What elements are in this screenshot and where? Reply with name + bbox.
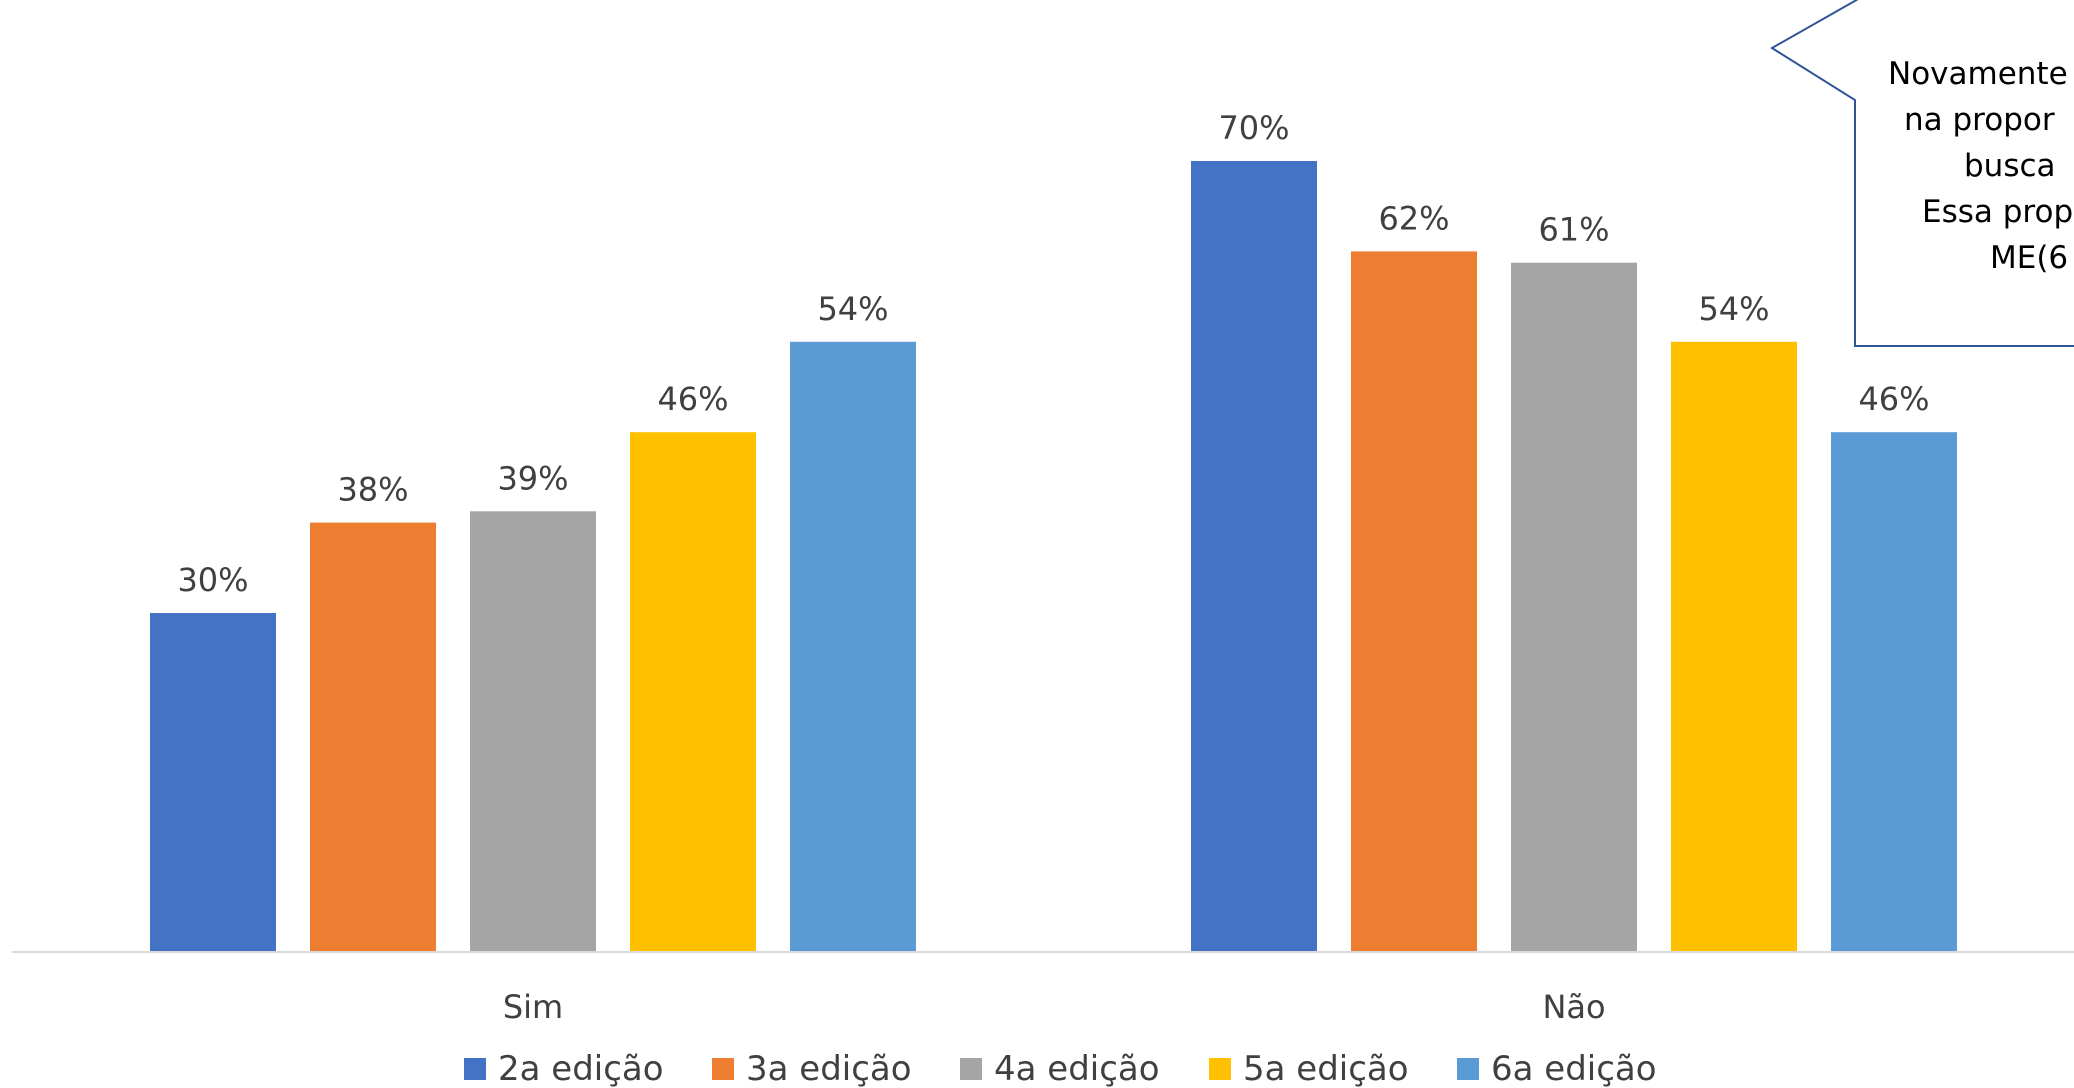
bar-no-2a <box>1191 161 1317 952</box>
legend-label: 6a edição <box>1491 1049 1657 1088</box>
data-label: 46% <box>657 380 728 418</box>
bar-no-5a <box>1671 341 1797 952</box>
legend-swatch <box>464 1058 486 1080</box>
bar-sim-6a <box>790 341 916 952</box>
data-label: 70% <box>1218 109 1289 147</box>
data-label: 46% <box>1858 380 1929 418</box>
category-labels-layer: Sim Não <box>503 988 1606 1026</box>
data-label: 61% <box>1538 211 1609 249</box>
bar-sim-4a <box>470 511 596 952</box>
legend-label: 2a edição <box>498 1049 664 1088</box>
data-label: 62% <box>1378 199 1449 237</box>
data-label: 38% <box>337 471 408 509</box>
callout-line-3: busca <box>1964 148 2056 184</box>
callout-line-5: ME(6 <box>1990 240 2068 276</box>
legend-label: 5a edição <box>1243 1049 1409 1088</box>
bar-no-4a <box>1511 262 1637 952</box>
legend-swatch <box>712 1058 734 1080</box>
bar-no-3a <box>1351 251 1477 952</box>
callout-line-1: Novamente <box>1888 56 2068 92</box>
callout-line-4: Essa prop <box>1922 194 2073 230</box>
legend-label: 3a edição <box>746 1049 912 1088</box>
data-label: 54% <box>817 290 888 328</box>
data-label: 30% <box>177 561 248 599</box>
bars-layer <box>150 161 1957 952</box>
legend: 2a edição 3a edição 4a edição 5a edição 6a e… <box>464 1049 1657 1088</box>
callout-shape: Novamente na propor busca Essa prop ME(6 <box>1770 0 2074 347</box>
category-label: Sim <box>503 988 563 1026</box>
data-label: 54% <box>1698 290 1769 328</box>
bar-sim-2a <box>150 613 276 952</box>
bar-sim-3a <box>310 522 436 952</box>
bar-sim-5a <box>630 432 756 952</box>
legend-swatch <box>960 1058 982 1080</box>
callout-line-2: na propor <box>1904 102 2055 138</box>
bar-no-6a <box>1831 432 1957 952</box>
legend-swatch <box>1457 1058 1479 1080</box>
data-labels-layer: 30% 38% 39% 46% 54% 70% 62% 61% 54% 46% <box>177 109 1929 599</box>
legend-label: 4a edição <box>994 1049 1160 1088</box>
data-label: 39% <box>497 459 568 497</box>
legend-swatch <box>1209 1058 1231 1080</box>
category-label: Não <box>1542 988 1605 1026</box>
callout-border <box>1770 0 2074 347</box>
